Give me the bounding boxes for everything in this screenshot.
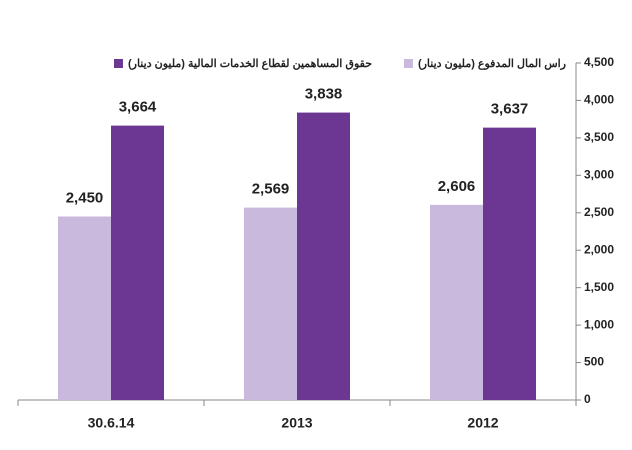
value-label: 3,838 — [305, 86, 343, 103]
value-label: 3,637 — [491, 101, 529, 118]
y-tick-label: 3,500 — [584, 130, 614, 144]
legend-label: حقوق المساهمين لقطاع الخدمات المالية (مل… — [128, 58, 372, 70]
value-label: 2,569 — [252, 181, 290, 198]
bar — [244, 207, 297, 400]
bar — [297, 112, 350, 400]
legend-swatch — [113, 59, 123, 68]
bar — [430, 204, 483, 400]
y-tick-label: 2,500 — [584, 205, 614, 219]
y-tick-label: 2,000 — [584, 242, 614, 256]
y-tick-label: 3,000 — [584, 168, 614, 182]
value-label: 2,450 — [66, 189, 104, 206]
y-tick-label: 4,500 — [584, 55, 614, 69]
x-tick-label: 2013 — [281, 415, 312, 431]
bar — [111, 125, 164, 400]
legend-swatch — [403, 59, 413, 68]
y-tick-label: 0 — [584, 392, 591, 406]
bar — [483, 127, 536, 400]
y-tick-label: 4,000 — [584, 93, 614, 107]
x-tick-label: 2012 — [467, 415, 498, 431]
y-tick-label: 1,000 — [584, 317, 614, 331]
x-tick-label: 30.6.14 — [88, 415, 135, 431]
y-tick-label: 1,500 — [584, 280, 614, 294]
value-label: 2,606 — [438, 178, 476, 195]
y-tick-label: 500 — [584, 355, 604, 369]
value-label: 3,664 — [119, 99, 157, 116]
bar — [58, 216, 111, 400]
legend-label: راس المال المدفوع (مليون دينار) — [418, 58, 566, 70]
